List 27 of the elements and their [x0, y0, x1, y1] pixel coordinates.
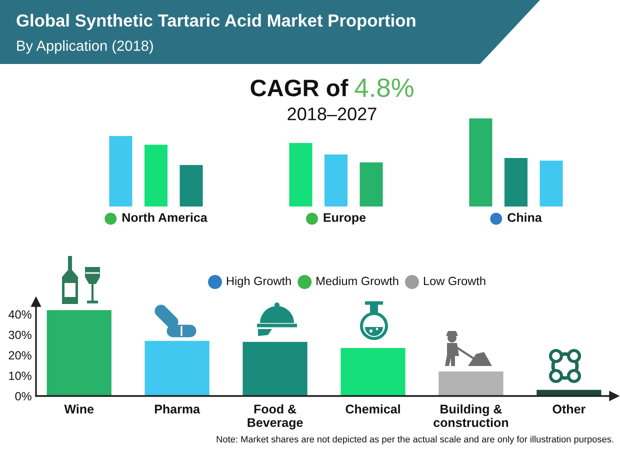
x-tick-label: Pharma	[154, 404, 200, 414]
y-tick-label: 20%	[8, 351, 32, 360]
x-tick-label: Food & Beverage	[248, 404, 303, 430]
chart-title: Global Synthetic Tartaric Acid Market Proportion	[16, 14, 416, 30]
y-tick-label: 10%	[9, 372, 32, 380]
text: Note: Market shares are not depicted as per the actual scale and are only for illustration purposes.	[216, 436, 614, 444]
text: CAGR of 4.8%	[250, 78, 414, 98]
bar	[144, 340, 210, 396]
bar	[46, 310, 112, 396]
y-tick-label: 30%	[8, 330, 32, 340]
category-label: Medium Growth	[316, 276, 398, 286]
bar	[340, 348, 406, 396]
bar	[242, 342, 308, 396]
x-tick-label: China	[508, 212, 542, 222]
x-tick-label: Other	[552, 404, 586, 414]
x-tick-label: North America	[122, 212, 208, 222]
y-tick-label: 40%	[8, 310, 32, 319]
x-tick-label: Building & construction	[434, 404, 508, 428]
y-tick-label: 0%	[15, 392, 32, 400]
annotation: 2018–2027	[288, 108, 376, 120]
category-label: High Growth	[226, 276, 291, 288]
chart-subtitle: By Application (2018)	[17, 40, 153, 54]
x-tick-label: Chemical	[346, 404, 400, 414]
x-tick-label: Europe	[324, 213, 366, 224]
x-tick-label: Wine	[64, 404, 94, 414]
bar	[438, 371, 504, 396]
category-label: Low Growth	[424, 276, 486, 286]
